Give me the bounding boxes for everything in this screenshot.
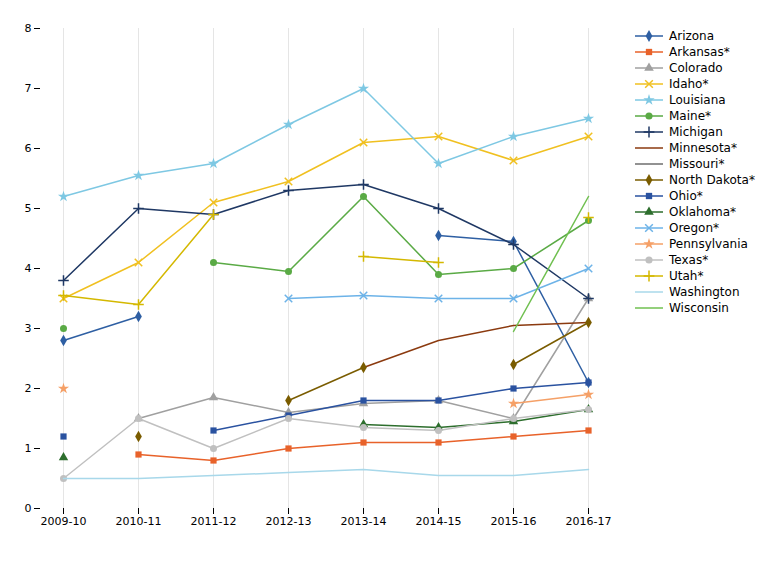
html-text:Ohio*: Ohio* bbox=[669, 189, 703, 203]
html-text:North Dakota*: North Dakota* bbox=[669, 173, 755, 187]
html-text:Louisiana: Louisiana bbox=[669, 93, 726, 107]
svg-text:6: 6 bbox=[25, 142, 32, 155]
html-text:Arkansas*: Arkansas* bbox=[669, 45, 730, 59]
html-text:Utah*: Utah* bbox=[669, 269, 704, 283]
svg-text:1: 1 bbox=[25, 442, 32, 455]
svg-text:5: 5 bbox=[25, 202, 32, 215]
html-text:Oklahoma*: Oklahoma* bbox=[669, 205, 737, 219]
html-text:Missouri*: Missouri* bbox=[669, 157, 725, 171]
svg-text:2011-12: 2011-12 bbox=[191, 515, 237, 528]
html-text:Washington: Washington bbox=[669, 285, 740, 299]
html-text:Wisconsin: Wisconsin bbox=[669, 301, 729, 315]
html-text:Texas*: Texas* bbox=[669, 253, 709, 267]
svg-text:2010-11: 2010-11 bbox=[116, 515, 162, 528]
svg-text:2014-15: 2014-15 bbox=[416, 515, 462, 528]
svg-text:2012-13: 2012-13 bbox=[266, 515, 312, 528]
svg-text:7: 7 bbox=[25, 82, 32, 95]
html-text:Minnesota*: Minnesota* bbox=[669, 141, 737, 155]
html-text:Colorado: Colorado bbox=[669, 61, 723, 75]
html-text:Arizona: Arizona bbox=[669, 29, 715, 43]
html-text:Oregon*: Oregon* bbox=[669, 221, 720, 235]
html-text:Maine*: Maine* bbox=[669, 109, 711, 123]
svg-text:0: 0 bbox=[25, 502, 32, 515]
html-text:Pennsylvania: Pennsylvania bbox=[669, 237, 748, 251]
html-text:Michigan: Michigan bbox=[669, 125, 723, 139]
svg-text:4: 4 bbox=[25, 262, 32, 275]
svg-text:3: 3 bbox=[25, 322, 32, 335]
svg-text:2: 2 bbox=[25, 382, 32, 395]
svg-text:2013-14: 2013-14 bbox=[341, 515, 387, 528]
svg-text:8: 8 bbox=[25, 22, 32, 35]
svg-text:2015-16: 2015-16 bbox=[491, 515, 537, 528]
html-text:Idaho*: Idaho* bbox=[669, 77, 709, 91]
svg-text:2016-17: 2016-17 bbox=[566, 515, 612, 528]
svg-text:2009-10: 2009-10 bbox=[41, 515, 87, 528]
